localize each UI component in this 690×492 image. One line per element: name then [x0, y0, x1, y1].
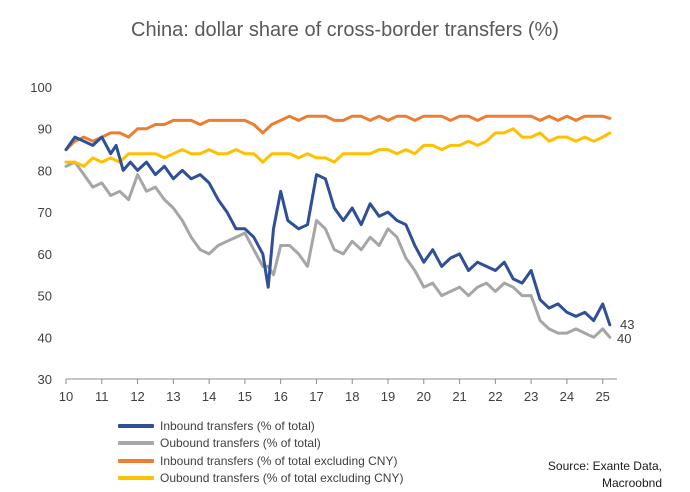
legend-label-inbound: Inbound transfers (% of total): [160, 418, 315, 433]
y-tick-label: 60: [38, 247, 52, 262]
x-tick-label: 12: [130, 389, 144, 404]
x-tick-label: 25: [595, 389, 609, 404]
y-tick-label: 70: [38, 205, 52, 220]
legend-item-inbound: Inbound transfers (% of total): [118, 417, 403, 435]
series-line-0: [64, 135, 612, 327]
series-lines: [64, 114, 612, 339]
series-line-1: [64, 160, 612, 339]
x-tick-label: 17: [309, 389, 323, 404]
legend-item-outbound-excl-cny: Oubound transfers (% of total excluding …: [118, 470, 403, 488]
y-tick-label: 90: [38, 122, 52, 137]
legend-label-outbound-excl-cny: Oubound transfers (% of total excluding …: [160, 471, 404, 486]
legend-swatch-inbound-excl-cny: [118, 458, 154, 463]
legend-item-inbound-excl-cny: Inbound transfers (% of total excluding …: [118, 452, 403, 470]
x-tick-label: 19: [381, 389, 395, 404]
y-tick-label: 40: [38, 330, 52, 345]
source-line-2: Macroobnd: [601, 476, 662, 490]
y-axis: 30 40 50 60 70 80 90 100: [30, 80, 52, 387]
legend-item-outbound: Oubound transfers (% of total): [118, 435, 403, 453]
legend: Inbound transfers (% of total) Oubound t…: [118, 417, 403, 487]
y-tick-label: 50: [38, 289, 52, 304]
legend-swatch-inbound: [118, 423, 154, 428]
series-line-3: [64, 127, 612, 168]
legend-label-inbound-excl-cny: Inbound transfers (% of total excluding …: [160, 453, 398, 468]
x-tick-label: 13: [166, 389, 180, 404]
x-tick-label: 10: [59, 389, 73, 404]
legend-swatch-outbound-excl-cny: [118, 476, 154, 481]
x-tick-label: 11: [95, 389, 109, 404]
source-line-1: Source: Exante Data,: [547, 459, 662, 473]
y-tick-label: 30: [38, 372, 52, 387]
x-tick-label: 24: [560, 389, 574, 404]
source-note: Source: Exante Data, Macroobnd: [462, 458, 662, 492]
x-tick-label: 22: [488, 389, 502, 404]
x-tick-label: 21: [452, 389, 466, 404]
x-tick-label: 16: [273, 389, 287, 404]
x-tick-label: 15: [238, 389, 252, 404]
chart-title: China: dollar share of cross-border tran…: [131, 19, 559, 41]
legend-swatch-outbound: [118, 441, 154, 446]
x-tick-label: 14: [202, 389, 216, 404]
x-axis: 10 11 12 13 14 15 16 17 18 19 20 21 22 23 24 25: [59, 378, 617, 404]
legend-label-outbound: Oubound transfers (% of total): [160, 436, 321, 451]
end-label-outbound: 40: [617, 331, 631, 346]
end-label-inbound: 43: [620, 317, 634, 332]
series-line-2: [64, 114, 612, 152]
x-tick-label: 18: [345, 389, 359, 404]
x-tick-label: 23: [524, 389, 538, 404]
y-tick-label: 80: [38, 163, 52, 178]
x-tick-label: 20: [417, 389, 431, 404]
y-tick-label: 100: [30, 80, 52, 95]
